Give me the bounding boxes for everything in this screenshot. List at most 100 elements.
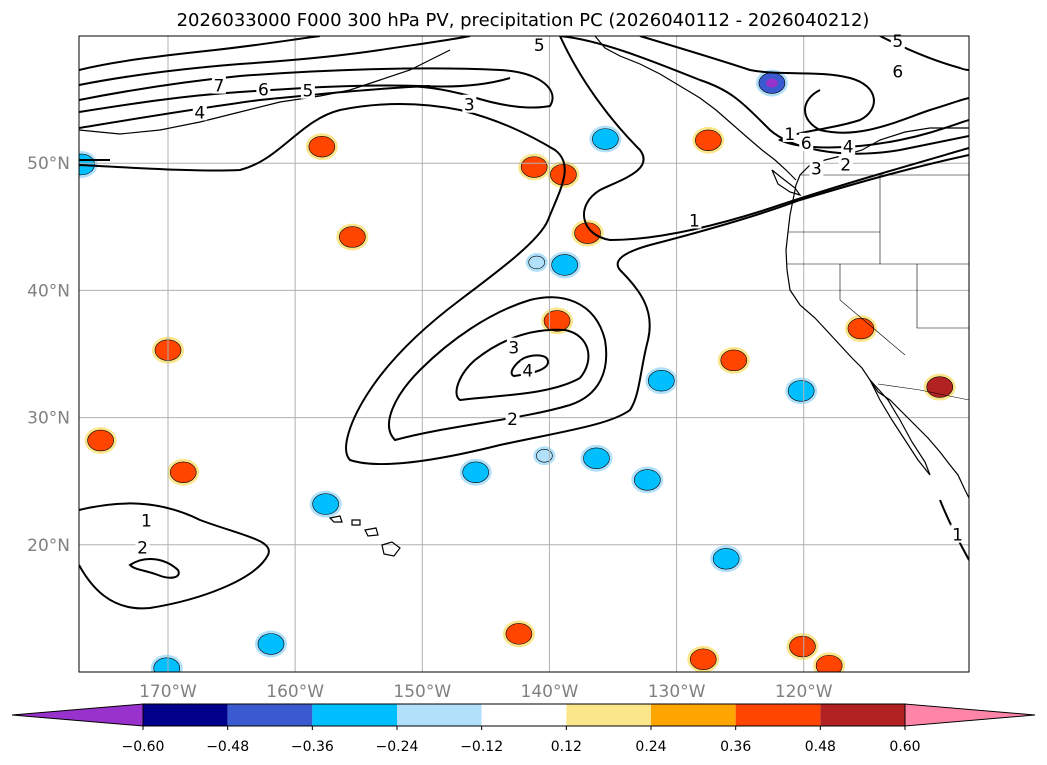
- axis-tick-labels: 170°W 160°W 150°W 140°W 130°W 120°W 20°N 30°N 40…: [27, 154, 833, 702]
- contour-label: 1: [141, 512, 152, 532]
- precip-blob: [308, 135, 336, 158]
- contour-label-bg: [300, 80, 315, 99]
- colorbar-segment: [481, 704, 567, 726]
- colorbar-tick-label: 0.12: [551, 739, 582, 755]
- pv-contour-3-loop: [388, 296, 608, 442]
- colorbar-extend-high: [904, 703, 1036, 727]
- x-tick-label: 120°W: [775, 682, 833, 702]
- x-tick-label: 170°W: [139, 682, 197, 702]
- state-line-nevada-east: [916, 264, 969, 329]
- pv-contour-3: [79, 85, 431, 129]
- contour-label-bg: [256, 79, 271, 98]
- vancouver-island: [771, 169, 802, 197]
- precip-blob: [634, 469, 661, 491]
- precip-blob: [689, 648, 717, 670]
- contour-label: 6: [801, 134, 812, 154]
- precip-blob: [257, 633, 285, 655]
- contour-label-bg: [135, 537, 150, 556]
- alaska-panhandle-coast: [594, 36, 797, 181]
- precip-blob: [574, 222, 601, 244]
- contour-label-bg: [838, 154, 853, 173]
- colorbar-frame: [142, 703, 906, 727]
- contour-label-bg: [505, 408, 520, 427]
- precip-blob: [583, 447, 610, 470]
- colorbar-tick-label: 0.48: [805, 739, 836, 755]
- contour-label: 4: [522, 362, 533, 382]
- pv-contour-2: [79, 103, 969, 465]
- y-tick-label: 20°N: [27, 536, 70, 556]
- colorbar-tick-label: 0.60: [889, 739, 920, 755]
- contour-label: 5: [302, 82, 313, 102]
- precip-blob: [789, 635, 816, 658]
- contour-label: 3: [811, 159, 822, 179]
- precip-blob: [695, 129, 722, 152]
- x-tick-label: 130°W: [648, 682, 706, 702]
- precip-blob: [169, 461, 197, 483]
- colorbar-segment: [312, 704, 397, 726]
- pv-contour-4-loop: [510, 354, 550, 378]
- colorbar-segment: [397, 704, 482, 726]
- contour-label: 1: [952, 526, 963, 546]
- pv-contour-canada-3: [559, 36, 969, 155]
- x-tick-label: 150°W: [393, 682, 451, 702]
- colorbar-segment: [820, 704, 905, 726]
- contour-label-bg: [782, 123, 797, 142]
- state-line-ca-nv: [839, 264, 906, 356]
- contour-label-bg: [211, 75, 226, 94]
- contour-label: 5: [534, 36, 545, 56]
- contour-label: 5: [892, 32, 903, 52]
- colorbar-tick-label: −0.36: [291, 739, 334, 755]
- precip-blob: [462, 461, 489, 483]
- contour-label: 7: [213, 77, 224, 97]
- contour-label: 3: [508, 339, 519, 359]
- contour-label-bg: [520, 360, 535, 379]
- contour-label: 1: [689, 211, 700, 231]
- colorbar-segment: [143, 704, 228, 726]
- precip-blob: [648, 370, 675, 392]
- precip-blob: [528, 255, 546, 270]
- pv-contour-sw-1: [79, 502, 270, 610]
- precip-blob-core: [933, 382, 946, 392]
- contour-label: 4: [843, 138, 854, 158]
- contour-label: 1: [784, 125, 795, 145]
- contour-label-bg: [841, 136, 856, 155]
- y-tick-label: 40°N: [27, 281, 70, 301]
- pv-contour-canada-4: [804, 89, 969, 134]
- north-america-coast: [785, 127, 969, 499]
- contour-label-bg: [192, 102, 207, 121]
- x-tick-label: 140°W: [521, 682, 579, 702]
- pv-contour-7: [79, 36, 321, 71]
- precip-blob: [592, 128, 619, 150]
- precip-blob: [87, 429, 114, 452]
- pv-contour-sw-2: [128, 558, 180, 579]
- precip-blob: [312, 493, 339, 515]
- x-tick-label: 160°W: [266, 682, 324, 702]
- precip-blob-core: [766, 78, 778, 88]
- contour-label: 4: [194, 103, 205, 123]
- contour-label-bg: [506, 337, 521, 356]
- contour-label: 6: [258, 80, 269, 100]
- colorbar-segment: [227, 704, 313, 726]
- contour-label: 3: [464, 96, 475, 116]
- precip-blob: [815, 654, 843, 672]
- us-mexico-border: [877, 383, 969, 401]
- hawaii-islands: [328, 515, 401, 557]
- chart-title: 2026033000 F000 300 hPa PV, precipitatio…: [177, 10, 870, 31]
- pv-contour-canada-1: [559, 36, 969, 242]
- colorbar-tick-label: 0.36: [720, 739, 751, 755]
- precip-blob: [536, 449, 553, 463]
- colorbar-tick-label: −0.60: [122, 739, 165, 755]
- map-frame: [78, 35, 970, 673]
- contour-label-bg: [950, 524, 965, 543]
- precip-blob: [847, 317, 875, 340]
- colorbar-tick-label: −0.48: [206, 739, 249, 755]
- contour-label: 6: [892, 63, 903, 83]
- colorbar-tick-label: −0.12: [460, 739, 503, 755]
- contour-label: 2: [137, 538, 148, 558]
- precip-blob: [787, 380, 815, 402]
- precip-blob: [720, 349, 748, 372]
- pv-contour-canada-2: [639, 36, 969, 149]
- contour-label-bg: [799, 132, 814, 151]
